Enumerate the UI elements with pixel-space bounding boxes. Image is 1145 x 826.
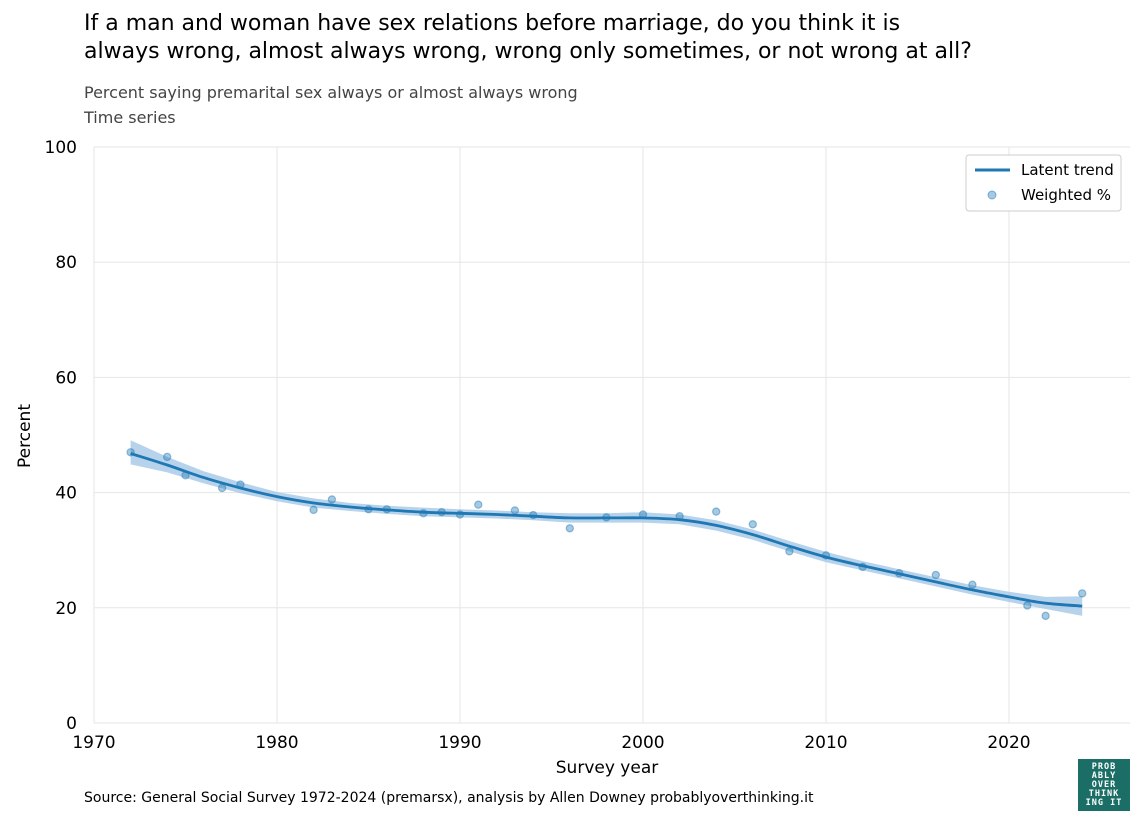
data-point [1041, 611, 1050, 621]
chart-title-line-1: If a man and woman have sex relations be… [84, 11, 901, 36]
data-point [712, 507, 721, 516]
logo-line: ING IT [1085, 797, 1123, 808]
latent-trend-line [130, 452, 1083, 608]
data-point [510, 506, 520, 515]
y-tick-label: 60 [55, 368, 77, 388]
latent-trend-path [130, 452, 1083, 608]
chart-subtitle: Percent saying premarital sex always or … [84, 80, 578, 130]
chart-subtitle-line-1: Percent saying premarital sex always or … [84, 83, 578, 102]
trend-confidence-band [130, 440, 1083, 616]
x-tick-label: 2000 [621, 733, 664, 753]
y-tick-label: 80 [55, 253, 77, 273]
confidence-band-area [130, 440, 1083, 616]
probably-overthinking-it-logo: PROB ABLY OVER THINK ING IT [1078, 759, 1130, 811]
chart-title: If a man and woman have sex relations be… [84, 10, 1084, 66]
logo-line: THINK [1088, 788, 1120, 799]
chart-title-line-2: always wrong, almost always wrong, wrong… [84, 39, 972, 64]
data-point [474, 500, 483, 509]
x-tick-label: 1990 [438, 733, 481, 753]
legend-point-swatch [987, 190, 997, 200]
logo-line: ABLY [1091, 770, 1117, 781]
y-axis-ticks: 0 20 40 60 80 100 [45, 138, 77, 734]
data-point [785, 547, 794, 556]
y-tick-label: 0 [66, 714, 77, 734]
data-point [162, 452, 172, 462]
x-tick-label: 2010 [804, 733, 847, 753]
y-axis-label: Percent [15, 404, 35, 468]
data-point [309, 505, 318, 515]
legend-label-trend: Latent trend [1021, 161, 1114, 179]
y-tick-label: 100 [45, 138, 77, 158]
weighted-points [126, 448, 1087, 621]
data-point [968, 580, 977, 589]
x-tick-label: 1980 [255, 733, 298, 753]
grid-lines [93, 146, 1130, 724]
x-axis-label: Survey year [556, 758, 658, 778]
x-tick-label: 1970 [72, 733, 115, 753]
legend-label-points: Weighted % [1021, 186, 1111, 204]
data-point [1077, 589, 1087, 598]
data-point [565, 524, 575, 533]
y-tick-label: 20 [55, 599, 77, 619]
source-note: Source: General Social Survey 1972-2024 … [84, 790, 814, 806]
data-point [931, 570, 941, 580]
data-point [327, 495, 337, 504]
chart-subtitle-line-2: Time series [84, 108, 176, 127]
logo-line: OVER [1091, 779, 1117, 790]
data-point [217, 483, 227, 493]
logo-line: PROB [1091, 761, 1117, 772]
data-point [1023, 601, 1032, 610]
x-axis-ticks: 1970 1980 1990 2000 2010 2020 [72, 733, 1030, 753]
data-point [748, 520, 758, 529]
legend: Latent trend Weighted % [965, 154, 1122, 212]
x-tick-label: 2020 [987, 733, 1030, 753]
y-tick-label: 40 [55, 484, 77, 504]
